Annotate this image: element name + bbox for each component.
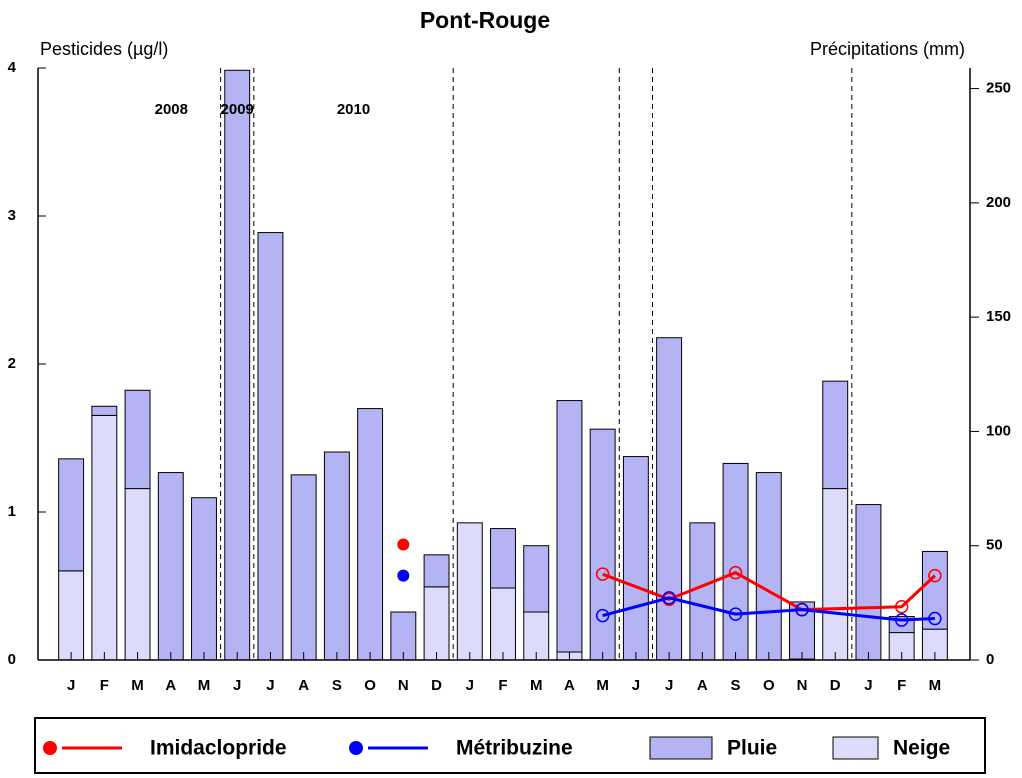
x-tick-label: M [131, 677, 144, 694]
bar [921, 550, 948, 630]
legend-label: Pluie [727, 737, 777, 760]
bar [224, 69, 251, 661]
x-tick-label: M [596, 677, 609, 694]
bar [556, 400, 583, 653]
point [397, 538, 410, 551]
x-tick-label: F [100, 677, 109, 694]
bar [490, 587, 516, 661]
bar [423, 586, 450, 661]
x-tick-label: M [530, 677, 543, 694]
x-tick-label: M [198, 677, 211, 694]
bar [58, 570, 85, 661]
legend-box [34, 717, 986, 774]
legend-swatch [649, 736, 713, 760]
bar [423, 554, 450, 588]
point [397, 569, 410, 582]
x-tick-label: A [298, 677, 309, 694]
line-marker [595, 567, 610, 581]
x-tick-label: N [398, 677, 409, 694]
x-tick-label: J [632, 677, 640, 694]
bar [456, 522, 483, 661]
bar [357, 408, 384, 661]
line-marker [894, 613, 909, 627]
bar [257, 232, 284, 661]
bar [191, 497, 217, 661]
x-tick-label: D [830, 677, 841, 694]
chart-title: Pont-Rouge [420, 7, 550, 33]
legend-label: Métribuzine [456, 737, 573, 760]
line-marker [928, 611, 942, 626]
line-marker [728, 565, 743, 580]
x-tick-label: S [332, 677, 342, 694]
bar [822, 380, 849, 490]
y-axis-label: Pesticides (µg/l) [40, 39, 168, 59]
x-tick-label: A [564, 677, 575, 694]
line-marker [728, 607, 743, 621]
x-tick-label: N [797, 677, 808, 694]
y-tick-label: 4 [8, 59, 17, 76]
x-tick-label: S [731, 677, 741, 694]
x-tick-label: A [165, 677, 176, 694]
line [602, 571, 936, 612]
bar [589, 428, 616, 661]
bar [490, 528, 516, 589]
x-tick-label: M [929, 677, 942, 694]
legend-label: Neige [893, 737, 950, 760]
x-tick-label: A [697, 677, 708, 694]
line-marker [928, 568, 942, 583]
year-label: 2010 [337, 101, 370, 118]
y2-tick-label: 150 [986, 308, 1011, 325]
y2-tick-label: 0 [986, 651, 994, 668]
bar [622, 456, 649, 661]
y2-tick-label: 50 [986, 537, 1003, 554]
year-label: 2009 [221, 101, 254, 118]
bar [157, 472, 184, 661]
x-tick-label: J [233, 677, 241, 694]
x-tick-label: J [466, 677, 474, 694]
x-tick-label: F [498, 677, 507, 694]
bar [91, 405, 118, 416]
bar [656, 337, 683, 661]
legend-marker [43, 741, 57, 755]
bar [58, 458, 85, 572]
y-tick-label: 0 [8, 651, 16, 668]
legend-marker [349, 741, 363, 755]
x-tick-label: F [897, 677, 906, 694]
y2-tick-label: 200 [986, 194, 1011, 211]
bar [523, 545, 550, 613]
legend-label: Imidaclopride [150, 737, 287, 760]
y-tick-label: 1 [8, 503, 16, 520]
x-tick-label: O [364, 677, 376, 694]
x-tick-label: J [665, 677, 673, 694]
x-tick-label: D [431, 677, 442, 694]
bar [689, 522, 716, 661]
legend-swatch [832, 736, 879, 760]
bar [755, 472, 782, 661]
bar [822, 488, 849, 661]
y2-tick-label: 100 [986, 422, 1011, 439]
bar [91, 414, 118, 661]
bar [124, 488, 151, 661]
bar [855, 504, 882, 661]
line-marker [595, 608, 610, 623]
x-tick-label: J [67, 677, 75, 694]
bar [290, 474, 317, 661]
y-tick-label: 3 [8, 207, 16, 224]
bar [124, 389, 151, 490]
line-marker [894, 599, 909, 614]
y-tick-label: 2 [8, 355, 16, 372]
year-label: 2008 [155, 101, 188, 118]
y2-tick-label: 250 [986, 80, 1011, 97]
x-tick-label: J [864, 677, 872, 694]
line-marker [662, 591, 676, 605]
bar [722, 462, 749, 661]
y2-axis-label: Précipitations (mm) [810, 39, 965, 59]
x-tick-label: O [763, 677, 775, 694]
x-tick-label: J [266, 677, 274, 694]
line-marker [795, 602, 809, 617]
bar [323, 451, 350, 661]
